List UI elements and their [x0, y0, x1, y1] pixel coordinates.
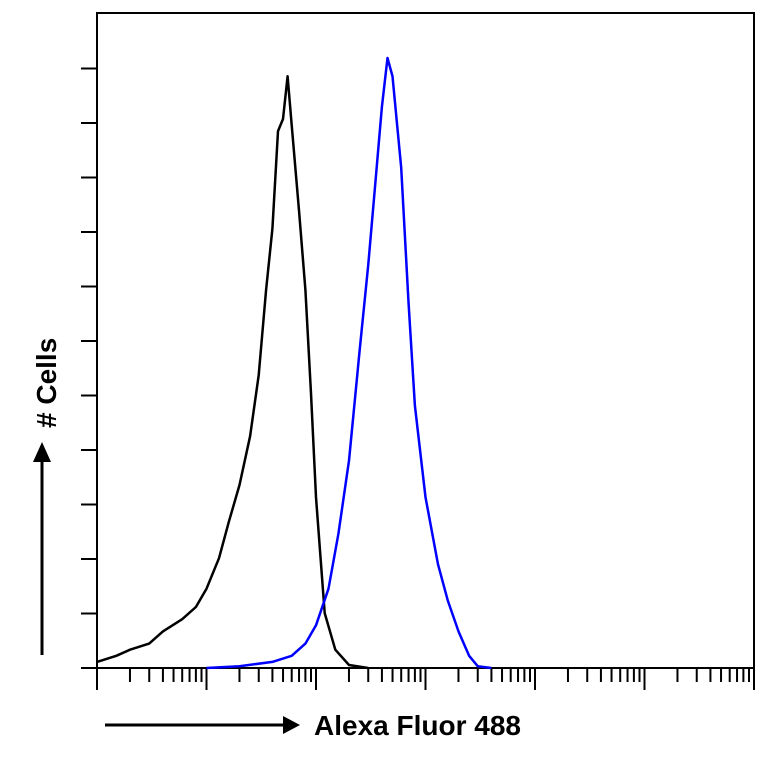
x-axis-title: Alexa Fluor 488 — [314, 710, 521, 741]
plot-frame — [96, 12, 755, 669]
stained-histogram-line — [206, 56, 492, 670]
x-axis-arrowhead — [283, 716, 300, 734]
series-layer — [96, 56, 492, 670]
control-histogram-line — [96, 75, 369, 670]
y-axis-ticks — [81, 67, 97, 669]
y-axis-title: # Cells — [31, 338, 62, 428]
x-axis-ticks — [96, 668, 755, 690]
y-axis-arrowhead — [33, 442, 51, 462]
